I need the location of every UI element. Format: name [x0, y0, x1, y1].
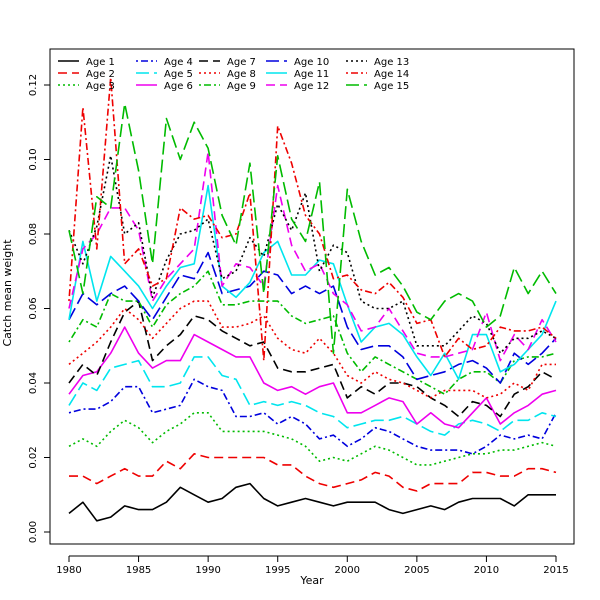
- legend-entry: Age 13: [346, 57, 409, 68]
- series-line-age-15: [68, 102, 557, 355]
- y-tick-label: 0.06: [28, 297, 39, 319]
- x-tick-label: 2015: [543, 565, 568, 576]
- legend-label: Age 2: [86, 69, 115, 80]
- series-line-age-9: [68, 270, 557, 396]
- legend-label: Age 10: [294, 57, 329, 68]
- x-tick-label: 1980: [56, 565, 81, 576]
- legend-label: Age 7: [227, 57, 256, 68]
- legend-entry: Age 2: [58, 69, 115, 80]
- x-tick-label: 1990: [195, 565, 220, 576]
- legend-label: Age 5: [164, 69, 193, 80]
- series-line-age-14: [68, 76, 557, 362]
- plot-frame: [49, 48, 575, 545]
- series-line-age-8: [68, 300, 556, 399]
- series-line-age-7: [68, 300, 557, 418]
- series-lines: [68, 76, 557, 522]
- legend-label: Age 13: [374, 57, 409, 68]
- legend-entry: Age 7: [199, 57, 256, 68]
- x-axis-label: Year: [299, 574, 324, 587]
- series-line-age-6: [68, 326, 557, 429]
- legend-label: Age 8: [227, 69, 256, 80]
- y-tick-label: 0.08: [28, 223, 39, 245]
- legend-label: Age 1: [86, 57, 115, 68]
- y-tick-label: 0.10: [28, 148, 39, 170]
- series-line-age-3: [68, 411, 557, 466]
- y-tick-label: 0.04: [28, 372, 39, 394]
- legend-label: Age 12: [294, 81, 329, 92]
- legend-label: Age 6: [164, 81, 193, 92]
- y-tick-label: 0.00: [28, 521, 39, 543]
- series-line-age-4: [68, 378, 557, 455]
- legend-entry: Age 9: [199, 81, 256, 92]
- series-line-age-5: [68, 356, 557, 436]
- x-tick-label: 2010: [474, 565, 499, 576]
- legend-entry: Age 8: [199, 69, 256, 80]
- legend-entry: Age 11: [266, 69, 329, 80]
- legend-entry: Age 10: [266, 57, 329, 68]
- series-line-age-1: [68, 482, 556, 522]
- legend-entry: Age 14: [346, 69, 409, 80]
- legend-entry: Age 6: [136, 81, 193, 92]
- series-line-age-13: [68, 155, 557, 355]
- y-tick-label: 0.12: [28, 74, 39, 96]
- x-tick-label: 1985: [126, 565, 151, 576]
- legend-entry: Age 4: [136, 57, 193, 68]
- plot-area: [49, 48, 575, 545]
- x-tick-label: 2000: [335, 565, 360, 576]
- y-tick-label: 0.02: [28, 446, 39, 468]
- legend-label: Age 3: [86, 81, 115, 92]
- legend-entry: Age 3: [58, 81, 115, 92]
- legend-entry: Age 12: [266, 81, 329, 92]
- series-line-age-12: [68, 151, 557, 362]
- series-line-age-2: [69, 452, 557, 492]
- legend-label: Age 14: [374, 69, 409, 80]
- legend-entry: Age 15: [346, 81, 409, 92]
- x-tick-label: 1995: [265, 565, 290, 576]
- series-line-age-10: [68, 251, 557, 384]
- legend-entry: Age 1: [58, 57, 115, 68]
- legend-label: Age 4: [164, 57, 193, 68]
- y-axis-label: Catch mean weight: [1, 239, 14, 347]
- legend-label: Age 11: [294, 69, 329, 80]
- legend-label: Age 9: [227, 81, 256, 92]
- legend-label: Age 15: [374, 81, 409, 92]
- x-tick-label: 2005: [404, 565, 429, 576]
- axes: 1980 1985 1990 1995 2000 2005 2010 2015 0.00 0.02…: [28, 74, 569, 576]
- legend-entry: Age 5: [136, 69, 193, 80]
